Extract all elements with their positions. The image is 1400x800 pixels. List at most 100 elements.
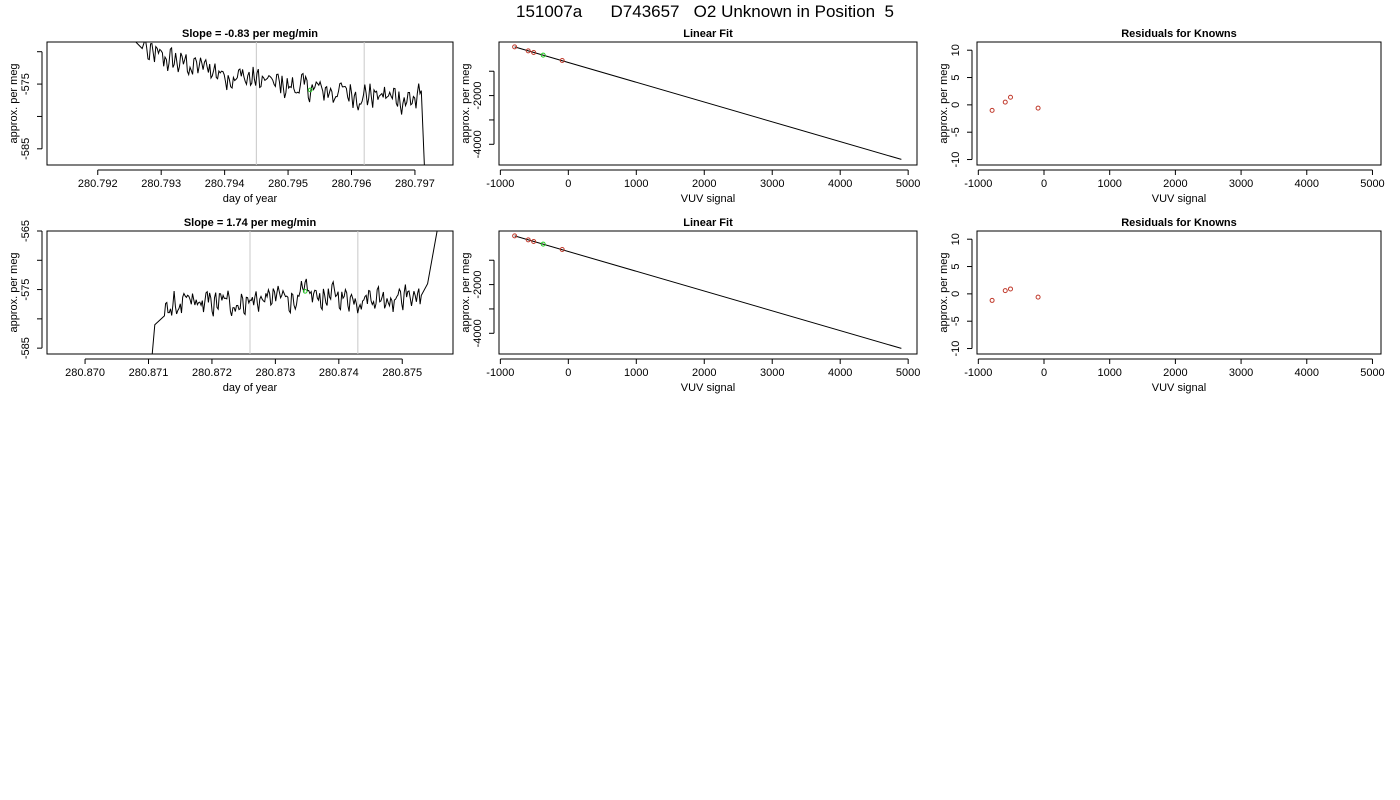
y-tick-label: -4000 [472,319,484,347]
x-axis-label: day of year [223,193,278,205]
y-axis-label: approx. per meg [938,63,950,143]
y-tick-label: -565 [20,220,32,242]
chart-title: Residuals for Knowns [1121,217,1237,229]
x-tick-label: 5000 [896,367,920,379]
known-point [1008,286,1014,292]
x-tick-label: 3000 [760,178,784,190]
y-tick-label: 10 [950,44,962,56]
known-point [989,107,995,113]
y-tick-label: -4000 [472,130,484,158]
x-tick-label: 0 [565,178,571,190]
x-tick-label: 280.872 [192,367,232,379]
unknown-marker [307,87,313,93]
x-tick-label: 3000 [1229,367,1253,379]
known-point [989,297,995,303]
plot-area [151,231,438,354]
plot-frame [976,41,1382,166]
chart-3: Residuals for Knowns -1000 0 1000 2000 3000 40… [938,28,1385,205]
chart-title: Slope = 1.74 per meg/min [184,217,317,229]
plot-area [989,94,1041,113]
series-trace [151,231,438,354]
x-tick-label: 280.795 [268,178,308,190]
x-axis-label: VUV signal [1152,382,1206,394]
x-tick-label: 280.870 [65,367,105,379]
y-tick-label: -575 [20,73,32,95]
x-tick-label: 1000 [1097,367,1121,379]
plot-area [512,233,902,349]
series-trace [135,42,425,165]
known-point [512,233,518,239]
x-tick-label: 4000 [828,178,852,190]
x-tick-label: 2000 [1163,367,1187,379]
x-tick-label: 4000 [1295,367,1319,379]
known-point [1035,294,1041,300]
x-tick-label: 1000 [624,178,648,190]
plot-frame [498,230,918,355]
x-tick-label: 0 [1041,178,1047,190]
y-axis-label: approx. per meg [8,252,20,332]
x-tick-label: -1000 [486,367,514,379]
chart-2: Linear Fit -1000 0 1000 2000 3000 4000 5000 VUV … [460,28,920,205]
x-axis-label: VUV signal [681,382,735,394]
x-tick-label: -1000 [486,178,514,190]
fit-line [514,235,902,349]
plot-area [989,286,1041,303]
x-tick-label: 5000 [1360,178,1384,190]
unknown-point [540,52,546,58]
x-tick-label: 0 [1041,367,1047,379]
plot-frame [498,41,918,166]
known-point [525,48,531,54]
x-tick-label: 280.792 [78,178,118,190]
y-tick-label: 5 [950,74,962,80]
x-tick-label: 2000 [692,178,716,190]
y-tick-label: -585 [20,337,32,359]
x-tick-label: 280.793 [141,178,181,190]
y-tick-label: -575 [20,279,32,301]
x-tick-label: 280.797 [395,178,435,190]
chart-title: Slope = -0.83 per meg/min [182,28,318,40]
chart-6: Residuals for Knowns -1000 0 1000 2000 3000 40… [938,217,1385,394]
x-tick-label: 280.796 [332,178,372,190]
x-tick-label: 4000 [1295,178,1319,190]
chart-title: Linear Fit [683,28,733,40]
y-tick-label: -5 [950,316,962,326]
chart-title: Residuals for Knowns [1121,28,1237,40]
chart-title: Linear Fit [683,217,733,229]
y-axis-label: approx. per meg [460,63,472,143]
plot-area [512,44,902,160]
known-point [559,58,565,64]
y-axis-label: approx. per meg [938,252,950,332]
y-tick-label: -10 [950,152,962,168]
x-tick-label: 0 [565,367,571,379]
chart-4: Slope = 1.74 per meg/min 280.870 280.871 28… [8,217,454,394]
plot-area [135,42,425,165]
x-axis-label: VUV signal [1152,193,1206,205]
x-tick-label: 280.794 [205,178,245,190]
x-tick-label: 5000 [1360,367,1384,379]
x-axis-label: day of year [223,382,278,394]
known-point [1035,105,1041,111]
known-point [1008,94,1014,100]
plot-frame [46,41,454,166]
y-tick-label: -5 [950,127,962,137]
known-point [1002,99,1008,105]
x-tick-label: 4000 [828,367,852,379]
y-tick-label: 5 [950,263,962,269]
page-title: 151007a D743657 O2 Unknown in Position 5 [515,2,895,21]
x-tick-label: -1000 [964,178,992,190]
y-axis-label: approx. per meg [8,63,20,143]
x-tick-label: 1000 [1097,178,1121,190]
y-tick-label: -10 [950,341,962,357]
x-axis-label: VUV signal [681,193,735,205]
x-tick-label: 1000 [624,367,648,379]
known-point [525,237,531,243]
y-tick-label: -585 [20,138,32,160]
known-point [512,44,518,50]
x-tick-label: 3000 [760,367,784,379]
x-tick-label: 280.874 [319,367,359,379]
y-tick-label: 10 [950,233,962,245]
x-tick-label: 5000 [896,178,920,190]
known-point [531,238,537,244]
x-tick-label: 280.871 [129,367,169,379]
